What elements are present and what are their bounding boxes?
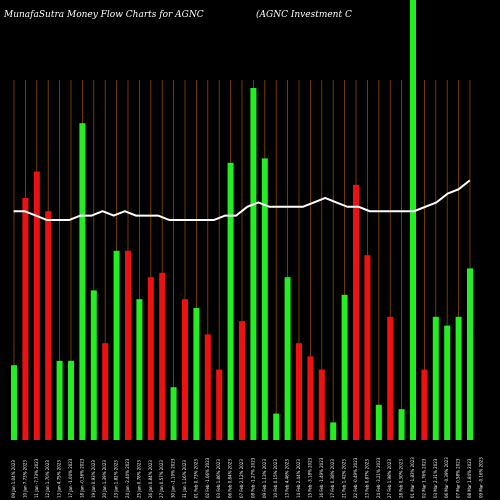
money-flow-line [13,179,471,221]
x-tick-label: 09 Mar -0.16% 2023 [478,457,483,498]
x-tick-label: 02 Mar 1.76% 2023 [421,458,426,498]
bar-up [444,325,451,440]
bar-down [216,369,223,440]
x-tick-label: 01 Mar -1.83% 2023 [410,457,415,498]
bar-up [330,422,337,440]
x-tick-label: 13 Feb 4.46% 2023 [285,459,290,498]
bar-up [90,290,97,440]
x-tick-label: 14 Feb 2.44% 2023 [296,459,301,498]
x-tick-label: 21 Feb 1.42% 2023 [342,459,347,498]
x-tick-label: 16 Feb -1.49% 2023 [319,457,324,498]
bar-up [79,123,86,440]
bar-up [455,316,462,440]
bar-up [250,88,257,440]
x-tick-label: 06 Mar -0.39% 2023 [444,457,449,498]
bar-up [467,268,473,440]
bar-down [318,369,325,440]
x-tick-label: 25 Jan 0.78% 2023 [136,460,141,498]
x-tick-label: 27 Feb 1.98% 2023 [387,459,392,498]
bar-up [193,308,200,440]
bar-down [159,272,166,440]
x-tick-label: 28 Feb 0.30% 2023 [399,459,404,498]
x-tick-label: 27 Jan 0.57% 2023 [159,460,164,498]
x-tick-label: 10 Jan 7.73% 2023 [22,460,27,498]
bar-down [296,343,302,440]
x-tick-label: 11 Jan -7.73% 2023 [34,458,39,498]
x-tick-label: 23 Jan 1.82% 2023 [114,460,119,498]
bar-down [307,356,314,440]
bar-up [261,158,268,440]
x-tick-label: 10 Feb 0.15% 2023 [273,459,278,498]
x-tick-label: 18 Jan -0.36% 2023 [79,458,84,498]
x-tick-label: 19 Jan 0.93% 2023 [91,460,96,498]
x-tick-label: 06 Feb 0.84% 2023 [228,459,233,498]
bar-up [398,409,405,440]
bar-down [387,316,394,440]
x-tick-label: 30 Jan -1.10% 2023 [171,458,176,498]
x-tick-label: 08 Feb -1.27% 2023 [250,457,255,498]
bar-up [341,294,348,440]
bar-down [204,334,211,440]
x-tick-label: 17 Feb 0.38% 2023 [330,459,335,498]
bar-up [410,0,416,440]
bar-down [147,277,154,440]
x-tick-label: 12 Jan 1.70% 2023 [45,460,50,498]
bar-down [364,255,371,440]
bar-up [273,413,280,440]
x-tick-label: 03 Mar 2.31% 2023 [433,458,438,498]
chart-title-left: MunafaSutra Money Flow Charts for AGNC [3,10,204,20]
bar-up [375,404,382,440]
chart-title-right: (AGNC Investment C [256,9,352,20]
x-tick-label: 07 Feb 2.12% 2023 [239,459,244,498]
bar-up [68,360,74,440]
x-tick-label: 13 Jan 4.75% 2023 [57,460,62,498]
x-tick-label: 08 Mar 1.84% 2023 [467,458,472,498]
bar-down [45,211,52,440]
bar-up [11,365,17,440]
bar-down [421,369,428,440]
bar-up [113,250,120,440]
bar-up [56,360,63,440]
bar-down [125,250,131,440]
x-tick-label: 24 Feb -3.21% 2023 [376,457,381,498]
x-tick-label: 09 Feb 1.13% 2023 [262,459,267,498]
bar-up [227,162,234,441]
x-tick-label: 26 Jan 0.84% 2023 [148,460,153,498]
bar-down [353,184,359,440]
x-tick-label: 20 Jan 1.39% 2023 [102,460,107,498]
x-tick-label: 09 Jan 1.04% 2023 [11,460,16,498]
bar-down [102,343,109,440]
x-tick-label: 07 Mar 0.58% 2023 [456,458,461,498]
bar-down [22,198,29,440]
x-tick-label: 17 Jan -1.00% 2023 [68,458,73,498]
bar-down [182,299,188,440]
x-tick-labels: 09 Jan 1.04% 2023 10 Jan 7.73% 2023 11 Jan… [11,457,483,498]
x-tick-label: 31 Jan 1.16% 2023 [182,460,187,498]
x-tick-label: 22 Feb -0.49% 2023 [353,457,358,498]
bar-series [11,0,473,441]
x-tick-label: 02 Feb -1.06% 2023 [205,457,210,498]
bar-up [284,277,291,440]
bar-up [170,387,177,440]
x-tick-label: 03 Feb 1.86% 2023 [216,459,221,498]
x-tick-label: 24 Jan -2.40% 2023 [125,458,130,498]
bar-up [136,299,143,440]
bar-up [432,316,439,440]
x-tick-label: 23 Feb 0.87% 2023 [364,459,369,498]
x-tick-label: 01 Feb 0.73% 2023 [193,459,198,498]
bar-down [33,171,40,440]
bar-down [239,321,245,440]
x-tick-label: 15 Feb -3.18% 2023 [307,457,312,498]
